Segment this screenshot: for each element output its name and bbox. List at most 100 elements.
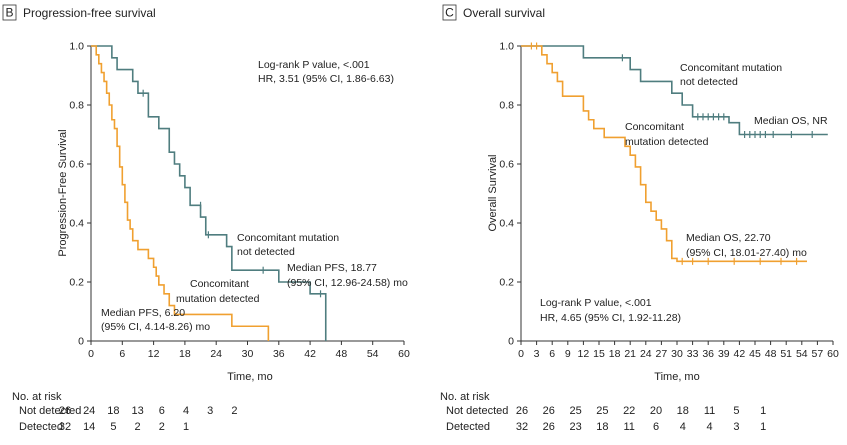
panel-b-x-tick-label: 36 [273,348,285,360]
panel-b-risk-value: 4 [183,405,189,417]
panel-c-x-tick-label: 39 [718,348,730,360]
panel-b-letter: B [5,6,13,20]
panel-c-risk-value: 11 [704,405,715,417]
panel-c-risk-value: 4 [707,421,713,433]
panel-c-x-tick-label: 33 [687,348,699,360]
panel-b-y-tick-label: 0 [78,336,84,348]
panel-c-y-tick-label: 0.8 [499,100,514,112]
panel-c-y-tick-label: 0 [508,336,514,348]
panel-b-x-tick-label: 54 [367,348,379,360]
panel-c-x-tick-label: 21 [624,348,636,360]
panel-c-risk-value: 26 [543,421,555,433]
panel-c-risk-header: No. at risk [440,391,490,403]
panel-c-y-tick-label: 0.2 [499,277,514,289]
panel-c-x-tick-label: 36 [702,348,714,360]
panel-b-y-tick-label: 0.2 [69,277,84,289]
panel-c-risk-value: 25 [596,405,608,417]
panel-c: C Overall survival 00.20.40.60.81.00 3 6 9 1… [440,4,839,433]
panel-c-risk-value: 20 [650,405,662,417]
panel-b-nd-label-line2: not detected [237,246,295,258]
panel-b-risk-value: 13 [131,405,143,417]
panel-c-risk-value: 11 [623,421,634,433]
panel-b-letter-box [2,4,17,21]
panel-b: B Progression-free survival 0 0.2 0.4 0.6 0.… [2,4,410,433]
panel-c-x-tick-label: 42 [734,348,746,360]
panel-c-y-axis-label: Overall Survival [487,154,499,231]
panel-b-x-tick-label: 42 [304,348,316,360]
panel-c-letter: C [445,6,454,20]
panel-b-risk-value: 26 [59,405,71,417]
panel-b-y-tick-label: 0.8 [69,100,84,112]
panel-b-curve-detected [91,45,270,341]
panel-c-d-median-line1: Median OS, 22.70 [686,232,771,244]
panel-c-d-label-line2: mutation detected [625,136,709,148]
panel-c-stats-line1: Log-rank P value, <.001 [540,297,652,309]
panel-c-risk-value: 6 [653,421,659,433]
panel-b-title: Progression-free survival [23,6,156,20]
panel-b-risk-value: 2 [135,421,141,433]
panel-c-x-tick-label: 27 [656,348,668,360]
panel-c-nd-label-line1: Concomitant mutation [680,62,782,74]
panel-b-risk-value: 18 [107,405,119,417]
panel-b-risk-value: 6 [159,405,165,417]
panel-c-x-axis-label: Time, mo [654,371,699,383]
panel-c-risk-value: 5 [733,405,739,417]
panel-b-d-label-line1: Concomitant [190,278,249,290]
panel-b-risk-label-detected: Detected [19,421,63,433]
panel-c-x-tick-label: 6 [549,348,555,360]
panel-b-risk-value: 5 [110,421,116,433]
panel-c-x-tick-label: 24 [640,348,652,360]
panel-c-nd-label-line2: not detected [680,76,738,88]
panel-c-d-label-line1: Concomitant [625,121,684,133]
panel-c-y-tick-label: 0.4 [499,218,514,230]
panel-b-x-tick-label: 12 [148,348,160,360]
panel-c-x-tick-label: 45 [749,348,761,360]
panel-c-letter-box [442,4,457,21]
panel-c-risk-values: 26 26 25 25 22 20 18 11 5 1 32 26 23 18 11 6 4 4 3 1 [516,405,766,433]
panel-b-y-tick-label: 0.4 [69,218,84,230]
panel-b-curve-not-detected [91,45,327,341]
panel-c-x-tick-label: 18 [609,348,621,360]
panel-b-x-tick-label: 6 [119,348,125,360]
panel-c-stats-line2: HR, 4.65 (95% CI, 1.92-11.28) [540,312,681,324]
panel-c-risk-value: 32 [516,421,528,433]
panel-c-x-tick-label: 0 [518,348,524,360]
panel-c-x-tick-label: 48 [765,348,777,360]
panel-b-x-tick-label: 48 [336,348,348,360]
panel-c-risk-value: 22 [623,405,635,417]
panel-c-risk-value: 26 [543,405,555,417]
panel-c-x-tick-label: 57 [812,348,824,360]
panel-c-risk-label-not-detected: Not detected [446,405,508,417]
panel-c-x-tick-label: 12 [578,348,590,360]
panel-b-y-tick-label: 1.0 [69,41,84,53]
panel-b-stats-line1: Log-rank P value, <.001 [258,59,370,71]
panel-c-risk-value: 23 [569,421,581,433]
panel-b-nd-label-line1: Concomitant mutation [237,232,339,244]
panel-c-y-tick-label: 0.6 [499,159,514,171]
panel-b-risk-value: 14 [83,421,95,433]
panel-c-risk-value: 26 [516,405,528,417]
panel-c-x-tick-label: 15 [593,348,605,360]
panel-c-risk-value: 3 [733,421,739,433]
panel-b-x-tick-label: 18 [179,348,191,360]
panel-c-x-tick-label: 9 [565,348,571,360]
panel-b-plot-area: 0 0.2 0.4 0.6 0.8 1.0 0 6 12 18 24 30 36 42 48 54 60 [69,41,410,361]
panel-c-y-tick-label: 1.0 [499,41,514,53]
panel-b-risk-header: No. at risk [12,391,62,403]
panel-c-risk-value: 18 [677,405,689,417]
panel-b-d-median-line1: Median PFS, 6.20 [101,307,185,319]
panel-c-risk-label-detected: Detected [446,421,490,433]
panel-c-nd-median: Median OS, NR [754,115,828,127]
panel-b-risk-value: 1 [183,421,189,433]
panel-c-risk-value: 4 [680,421,686,433]
panel-b-risk-value: 24 [83,405,95,417]
panel-c-risk-value: 1 [760,405,766,417]
panel-b-x-tick-label: 60 [398,348,410,360]
panel-c-plot-area: 00.20.40.60.81.00 3 6 9 12 15 18 21 24 27 30 33 36 39… [499,41,839,361]
panel-b-y-tick-label: 0.6 [69,159,84,171]
panel-c-risk-value: 18 [596,421,608,433]
panel-c-title: Overall survival [463,6,545,20]
panel-b-risk-value: 3 [207,405,213,417]
panel-b-x-tick-label: 30 [242,348,254,360]
panel-b-risk-values: 26 24 18 13 6 4 3 232 14 5 2 2 1 [59,405,238,433]
